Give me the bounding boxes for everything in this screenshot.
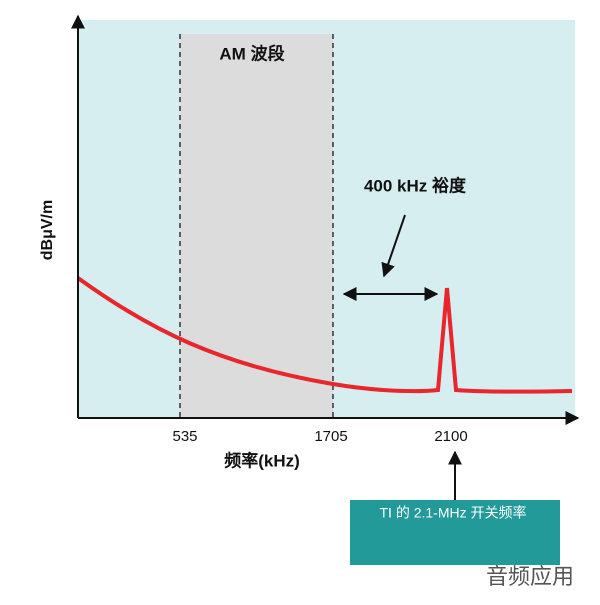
spectrum-curve bbox=[76, 276, 573, 394]
watermark: 音频应用 bbox=[486, 564, 574, 589]
callout-text: TI 的 2.1-MHz 开关频率 bbox=[379, 505, 526, 521]
margin-label: 400 kHz 裕度 bbox=[364, 175, 467, 195]
am-band bbox=[180, 34, 333, 418]
callout-box bbox=[350, 500, 560, 565]
x-tick-label: 535 bbox=[172, 428, 197, 445]
x-tick-label: 2100 bbox=[434, 428, 467, 445]
pointer-arrow bbox=[381, 214, 406, 278]
x-tick-label: 1705 bbox=[314, 428, 347, 445]
y-axis-label: dBμV/m bbox=[39, 200, 56, 260]
band-label: AM 波段 bbox=[219, 43, 284, 63]
x-axis-label: 频率(kHz) bbox=[224, 450, 300, 470]
